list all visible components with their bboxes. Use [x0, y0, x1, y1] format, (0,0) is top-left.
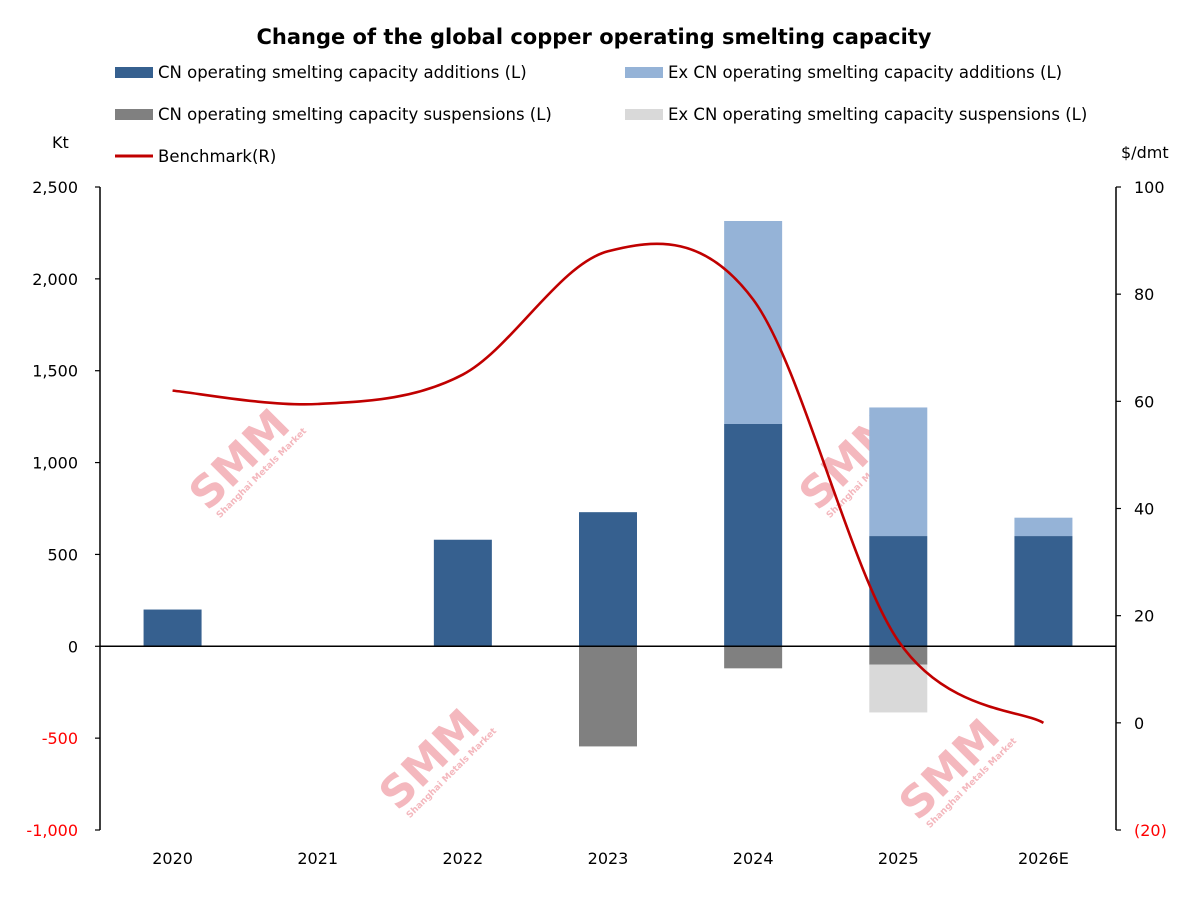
right-tick-label: 0	[1134, 714, 1144, 733]
legend-item: CN operating smelting capacity additions…	[115, 63, 527, 82]
left-tick-label: 500	[47, 545, 78, 564]
legend-item: Ex CN operating smelting capacity additi…	[625, 63, 1062, 82]
axes: 2,500 2,000 1,500 1,000 500 0 -500 -1,000 100 80 6…	[26, 178, 1166, 868]
bar	[1014, 517, 1073, 537]
right-tick-label: 80	[1134, 285, 1154, 304]
left-tick-label: 2,000	[32, 270, 78, 289]
bar	[579, 512, 637, 647]
bars	[143, 220, 1073, 747]
x-tick-label: 2026E	[1018, 849, 1069, 868]
bar	[433, 539, 492, 647]
bar	[724, 220, 783, 424]
bar	[869, 646, 928, 665]
legend-item: CN operating smelting capacity suspensio…	[115, 105, 552, 124]
left-tick-label: 0	[68, 637, 78, 656]
x-tick-label: 2022	[442, 849, 483, 868]
legend-swatch	[625, 109, 663, 120]
left-axis-label: Kt	[52, 133, 69, 152]
bar	[143, 609, 202, 647]
legend-label: CN operating smelting capacity suspensio…	[158, 105, 552, 124]
left-tick-label: 1,000	[32, 454, 78, 473]
bar	[869, 664, 928, 713]
bar	[579, 646, 637, 747]
legend-label: Benchmark(R)	[158, 147, 276, 166]
right-tick-label: 20	[1134, 607, 1154, 626]
bar	[724, 423, 783, 647]
bar	[1014, 536, 1073, 647]
bar	[724, 646, 783, 669]
legend-label: Ex CN operating smelting capacity additi…	[668, 63, 1062, 82]
legend-swatch	[625, 67, 663, 78]
legend-swatch	[115, 67, 153, 78]
left-tick-label: -1,000	[26, 821, 78, 840]
left-tick-label: -500	[42, 729, 78, 748]
right-tick-label: 60	[1134, 392, 1154, 411]
right-tick-label: 40	[1134, 500, 1154, 519]
left-tick-label: 2,500	[32, 178, 78, 197]
benchmark-line-layer	[172, 242, 1045, 724]
x-tick-label: 2021	[297, 849, 338, 868]
left-tick-label: 1,500	[32, 362, 78, 381]
legend: CN operating smelting capacity additions…	[115, 63, 1087, 166]
right-tick-label: (20)	[1134, 821, 1167, 840]
x-tick-label: 2023	[588, 849, 629, 868]
legend-label: Ex CN operating smelting capacity suspen…	[668, 105, 1087, 124]
legend-swatch	[115, 109, 153, 120]
x-tick-label: 2020	[152, 849, 193, 868]
right-tick-label: 100	[1134, 178, 1165, 197]
benchmark-line	[172, 242, 1045, 724]
bar	[869, 536, 928, 647]
legend-item: Benchmark(R)	[115, 147, 276, 166]
legend-item: Ex CN operating smelting capacity suspen…	[625, 105, 1087, 124]
chart-title: Change of the global copper operating sm…	[256, 25, 931, 49]
x-tick-label: 2025	[878, 849, 919, 868]
x-tick-label: 2024	[733, 849, 774, 868]
bar	[869, 407, 928, 537]
legend-label: CN operating smelting capacity additions…	[158, 63, 527, 82]
right-axis-label: $/dmt	[1121, 143, 1169, 162]
